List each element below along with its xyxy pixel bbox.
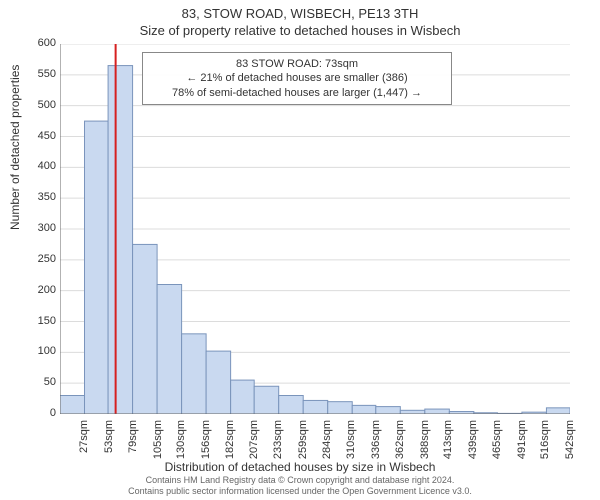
footer: Contains HM Land Registry data © Crown c… [0, 475, 600, 497]
y-tick-label: 150 [16, 315, 56, 327]
x-tick-label: 413sqm [442, 420, 454, 464]
y-tick-label: 250 [16, 253, 56, 265]
x-tick-label: 105sqm [152, 420, 164, 464]
y-tick-label: 300 [16, 222, 56, 234]
x-tick-label: 207sqm [248, 420, 260, 464]
y-tick-label: 350 [16, 191, 56, 203]
chart-container: 83, STOW ROAD, WISBECH, PE13 3TH Size of… [0, 0, 600, 500]
annotation-box: 83 STOW ROAD: 73sqm ← 21% of detached ho… [142, 52, 452, 105]
title-line-1: 83, STOW ROAD, WISBECH, PE13 3TH [0, 0, 600, 21]
x-tick-label: 182sqm [224, 420, 236, 464]
x-tick-label: 310sqm [345, 420, 357, 464]
y-tick-label: 500 [16, 99, 56, 111]
y-axis-label: Number of detached properties [8, 65, 22, 230]
x-tick-label: 27sqm [78, 420, 90, 464]
x-tick-label: 465sqm [491, 420, 503, 464]
y-tick-label: 400 [16, 160, 56, 172]
annotation-line-1: 83 STOW ROAD: 73sqm [151, 57, 443, 71]
x-tick-label: 53sqm [103, 420, 115, 464]
x-tick-label: 491sqm [516, 420, 528, 464]
footer-line-1: Contains HM Land Registry data © Crown c… [0, 475, 600, 486]
y-tick-label: 50 [16, 376, 56, 388]
x-axis-label: Distribution of detached houses by size … [0, 460, 600, 474]
y-tick-label: 600 [16, 37, 56, 49]
y-tick-label: 450 [16, 130, 56, 142]
y-tick-label: 100 [16, 345, 56, 357]
x-tick-label: 542sqm [564, 420, 576, 464]
x-tick-label: 284sqm [321, 420, 333, 464]
x-tick-label: 388sqm [419, 420, 431, 464]
x-tick-label: 336sqm [370, 420, 382, 464]
x-tick-label: 259sqm [297, 420, 309, 464]
chart-area: 83 STOW ROAD: 73sqm ← 21% of detached ho… [60, 44, 570, 414]
y-tick-label: 200 [16, 284, 56, 296]
x-tick-label: 130sqm [175, 420, 187, 464]
x-tick-label: 439sqm [467, 420, 479, 464]
title-line-2: Size of property relative to detached ho… [0, 21, 600, 38]
x-tick-label: 233sqm [272, 420, 284, 464]
x-tick-label: 362sqm [394, 420, 406, 464]
annotation-line-3: 78% of semi-detached houses are larger (… [151, 86, 443, 100]
x-tick-label: 516sqm [539, 420, 551, 464]
y-tick-label: 0 [16, 407, 56, 419]
annotation-line-2: ← 21% of detached houses are smaller (38… [151, 71, 443, 85]
footer-line-2: Contains public sector information licen… [0, 486, 600, 497]
x-tick-label: 79sqm [127, 420, 139, 464]
x-tick-label: 156sqm [200, 420, 212, 464]
y-tick-label: 550 [16, 68, 56, 80]
